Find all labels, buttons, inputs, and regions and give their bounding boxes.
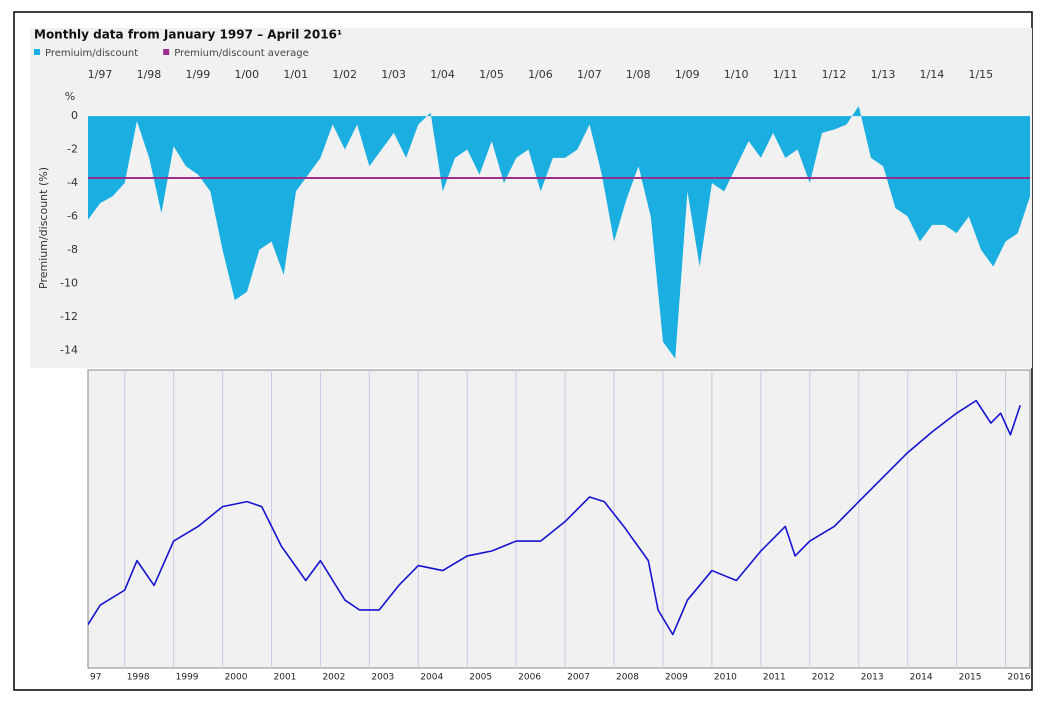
y-tick-label: -14 bbox=[60, 343, 78, 356]
x-tick-label: 1/10 bbox=[724, 68, 749, 81]
y-axis-label: Premium/discount (%) bbox=[37, 167, 50, 289]
line bbox=[87, 399, 1021, 636]
x-tick-label: 1/06 bbox=[528, 68, 553, 81]
x-tick-label: 1/05 bbox=[479, 68, 504, 81]
y-tick-label: -12 bbox=[60, 310, 78, 323]
x-tick-label: 2013 bbox=[861, 673, 884, 683]
x-tick-label: 1/97 bbox=[88, 68, 113, 81]
x-tick-label: 1/07 bbox=[577, 68, 602, 81]
x-tick-label: 2006 bbox=[518, 673, 541, 683]
x-tick-label: 2003 bbox=[371, 673, 394, 683]
chart-title: Monthly data from January 1997 – April 2… bbox=[34, 28, 342, 42]
x-tick-label: 1/13 bbox=[871, 68, 896, 81]
x-tick-label: 2014 bbox=[910, 673, 933, 683]
y-tick-label: -2 bbox=[67, 143, 78, 156]
x-tick-label: 2005 bbox=[469, 673, 492, 683]
x-tick-label: 1/00 bbox=[234, 68, 259, 81]
x-tick-label: 1/01 bbox=[283, 68, 308, 81]
x-tick-label: 2011 bbox=[763, 673, 786, 683]
y-tick-label: 0 bbox=[71, 109, 78, 122]
x-tick-label: 2001 bbox=[274, 673, 297, 683]
legend-swatch bbox=[34, 49, 40, 55]
x-tick-label: 2002 bbox=[322, 673, 345, 683]
legend-label: Premium/discount average bbox=[174, 48, 309, 59]
x-tick-label: 1/15 bbox=[968, 68, 993, 81]
x-tick-label: 1/03 bbox=[381, 68, 406, 81]
x-tick-label: 1/02 bbox=[332, 68, 357, 81]
y-tick-label: -8 bbox=[67, 243, 78, 256]
bottom-panel bbox=[87, 369, 1031, 669]
x-tick-label: 97 bbox=[90, 673, 101, 683]
x-tick-label: 2007 bbox=[567, 673, 590, 683]
x-tick-label: 1/98 bbox=[137, 68, 162, 81]
x-tick-label: 1/04 bbox=[430, 68, 455, 81]
x-tick-label: 1/11 bbox=[773, 68, 798, 81]
x-tick-label: 2015 bbox=[959, 673, 982, 683]
x-tick-label: 1998 bbox=[127, 673, 150, 683]
x-tick-label: 1/09 bbox=[675, 68, 700, 81]
x-tick-label: 2009 bbox=[665, 673, 688, 683]
legend-label: Premiuim/discount bbox=[45, 48, 138, 59]
x-tick-label: 2008 bbox=[616, 673, 639, 683]
x-tick-label: 2010 bbox=[714, 673, 737, 683]
area bbox=[88, 106, 1030, 359]
x-tick-label: 1/08 bbox=[626, 68, 651, 81]
legend-swatch bbox=[163, 49, 170, 55]
x-tick-label: 2012 bbox=[812, 673, 835, 683]
x-tick-label: 2016 bbox=[1008, 673, 1031, 683]
x-tick-label: 1/99 bbox=[186, 68, 211, 81]
x-tick-label: 2004 bbox=[420, 673, 443, 683]
y-tick-label: -4 bbox=[67, 176, 78, 189]
x-tick-label: 1/14 bbox=[920, 68, 945, 81]
y-tick-label: -10 bbox=[60, 276, 78, 289]
x-tick-label: 2000 bbox=[225, 673, 248, 683]
y-unit: % bbox=[65, 90, 75, 103]
x-tick-label: 1999 bbox=[176, 673, 199, 683]
x-tick-label: 1/12 bbox=[822, 68, 847, 81]
top-panel bbox=[30, 28, 1032, 368]
y-tick-label: -6 bbox=[67, 209, 78, 222]
